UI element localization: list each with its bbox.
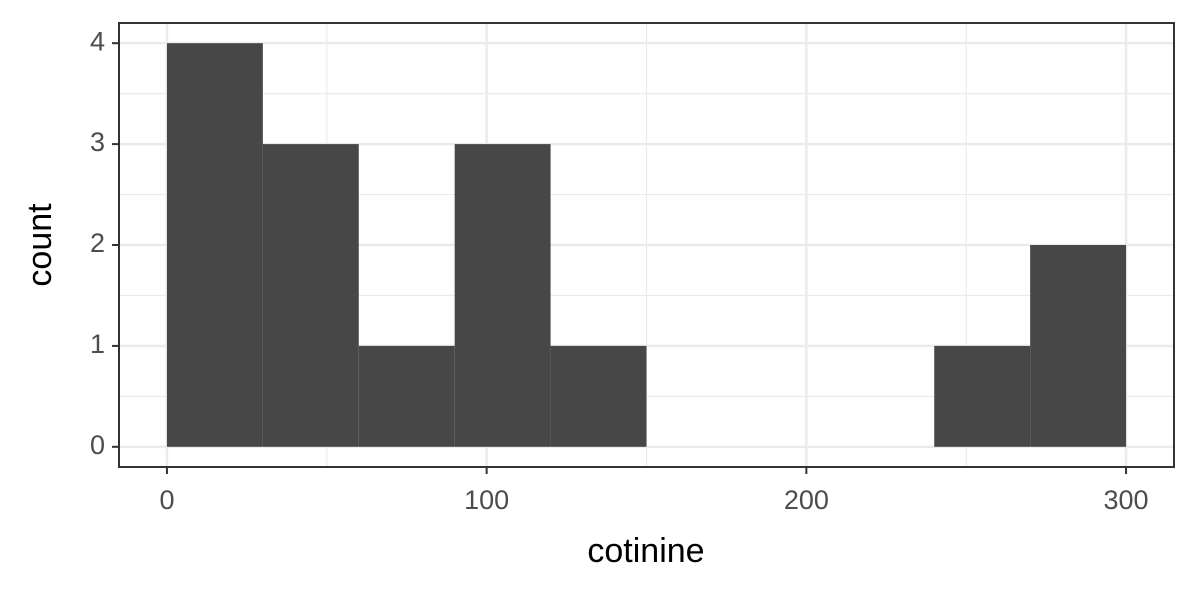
x-tick-label: 200 [784,485,829,515]
y-tick-label: 0 [90,430,105,460]
x-tick-label: 100 [464,485,509,515]
x-tick-label: 300 [1104,485,1149,515]
bar [550,345,647,447]
bar [454,144,551,447]
bar [1030,245,1127,447]
bar [934,345,1031,447]
panel-border [118,22,1175,468]
y-tick-label: 3 [90,127,105,157]
y-tick-label: 2 [90,228,105,258]
bar [166,43,263,447]
y-tick-label: 4 [90,26,105,56]
bar [262,144,359,447]
bar [358,345,455,447]
x-axis-title: cotinine [587,532,704,570]
y-tick-label: 1 [90,329,105,359]
y-axis-title: count [21,203,59,287]
x-tick-label: 0 [159,485,174,515]
